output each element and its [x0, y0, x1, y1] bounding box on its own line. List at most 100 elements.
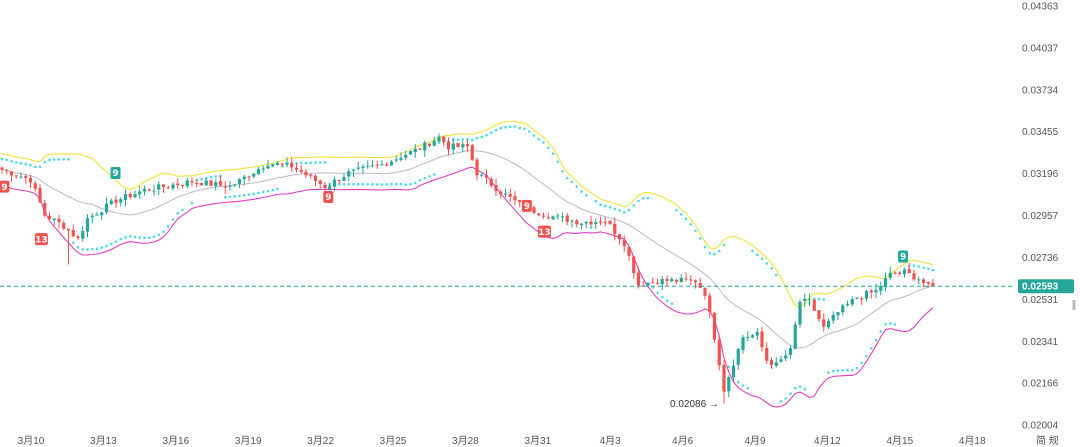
- y-tick-label: 0.02736: [1022, 253, 1059, 264]
- candle: [689, 275, 693, 286]
- candle: [674, 278, 679, 285]
- candle: [389, 160, 394, 166]
- candle: [109, 198, 113, 206]
- candle: [223, 181, 227, 195]
- signal-badge: 13: [537, 225, 551, 238]
- sar-dot: [760, 257, 764, 261]
- candle: [755, 327, 759, 341]
- candle: [204, 177, 208, 186]
- candle: [337, 179, 341, 184]
- sar-dot: [684, 217, 688, 221]
- candle: [579, 222, 584, 230]
- y-tick-label: 0.03196: [1022, 169, 1059, 180]
- x-tick-label: 4月3: [600, 435, 622, 447]
- sar-dot: [81, 248, 85, 251]
- sar-dot: [679, 213, 683, 216]
- candle: [807, 293, 812, 306]
- candle: [451, 137, 455, 155]
- candle: [560, 212, 565, 222]
- sar-dot: [432, 173, 436, 176]
- candle: [408, 150, 413, 156]
- sar-dot: [817, 297, 821, 301]
- candle: [513, 191, 517, 205]
- x-axis: 3月10 3月13 3月16 3月19 3月22 3月25 3月28 3月31 4月3 4月6 4月…: [18, 435, 986, 447]
- candle: [432, 136, 436, 147]
- sar-dot: [504, 125, 507, 129]
- candle: [708, 292, 712, 319]
- candle: [413, 143, 417, 158]
- x-tick-label: 4月9: [744, 435, 766, 447]
- sar-dot: [494, 128, 498, 132]
- candle: [399, 152, 403, 162]
- sar-dot: [257, 191, 260, 195]
- candle: [85, 214, 90, 238]
- candle: [779, 355, 783, 363]
- sar-dot: [865, 354, 868, 358]
- sar-dot: [470, 138, 474, 142]
- sar-dot: [584, 193, 588, 197]
- sar-dot: [698, 237, 702, 240]
- sar-dot: [147, 236, 151, 239]
- badge-label: 9: [900, 253, 906, 263]
- candle: [731, 359, 736, 382]
- sar-dot: [62, 157, 66, 161]
- candle: [584, 220, 588, 229]
- sar-dot: [475, 136, 479, 140]
- sar-dot: [660, 295, 664, 299]
- candle: [902, 267, 907, 278]
- x-tick-label: 4月12: [814, 435, 841, 447]
- candle: [351, 168, 356, 177]
- candle: [655, 278, 660, 285]
- current-price-line: 0.02593: [0, 279, 1074, 294]
- candle: [318, 179, 322, 189]
- candle: [461, 141, 465, 153]
- candle: [195, 179, 199, 188]
- sar-dot: [603, 204, 607, 208]
- sar-dot: [247, 193, 251, 196]
- sar-dot: [527, 130, 531, 133]
- candle: [71, 224, 75, 237]
- candle: [769, 357, 774, 369]
- candle: [736, 347, 740, 370]
- x-tick-label: 3月16: [162, 435, 189, 447]
- sar-dot: [893, 323, 897, 326]
- candle: [636, 267, 641, 289]
- sar-dot: [694, 229, 697, 232]
- sar-dot: [751, 249, 754, 253]
- sar-dot: [190, 201, 194, 205]
- x-tick-label: 3月19: [235, 435, 262, 447]
- sar-dot: [542, 141, 545, 144]
- sar-dot: [741, 384, 745, 387]
- candle: [442, 136, 446, 146]
- candle: [850, 296, 854, 307]
- sar-dot: [399, 182, 403, 186]
- sar-dot: [480, 135, 484, 139]
- signal-badge: 9: [898, 250, 909, 263]
- sar-dot: [594, 199, 598, 203]
- candle: [893, 271, 897, 275]
- sar-dot: [888, 321, 892, 325]
- candle: [532, 205, 536, 215]
- sar-dot: [105, 244, 108, 248]
- sar-dot: [874, 338, 878, 342]
- badge-label: 9: [325, 193, 331, 203]
- sar-dot: [390, 182, 393, 186]
- candle: [869, 288, 873, 299]
- sar-dot: [798, 385, 802, 389]
- sar-dot: [803, 387, 807, 391]
- candle: [209, 179, 213, 187]
- candle: [784, 349, 788, 362]
- candle: [499, 189, 503, 199]
- candle: [546, 212, 550, 220]
- sar-dot: [128, 234, 132, 238]
- sar-dot: [138, 236, 142, 239]
- sar-dot: [352, 182, 355, 186]
- candle: [598, 216, 603, 226]
- candle: [114, 195, 118, 209]
- axis-corner-label[interactable]: 简 规: [1036, 434, 1059, 447]
- candle: [456, 142, 460, 148]
- x-tick-label: 3月22: [307, 435, 334, 447]
- candle: [180, 184, 185, 189]
- candle: [627, 245, 631, 261]
- candle: [537, 212, 541, 217]
